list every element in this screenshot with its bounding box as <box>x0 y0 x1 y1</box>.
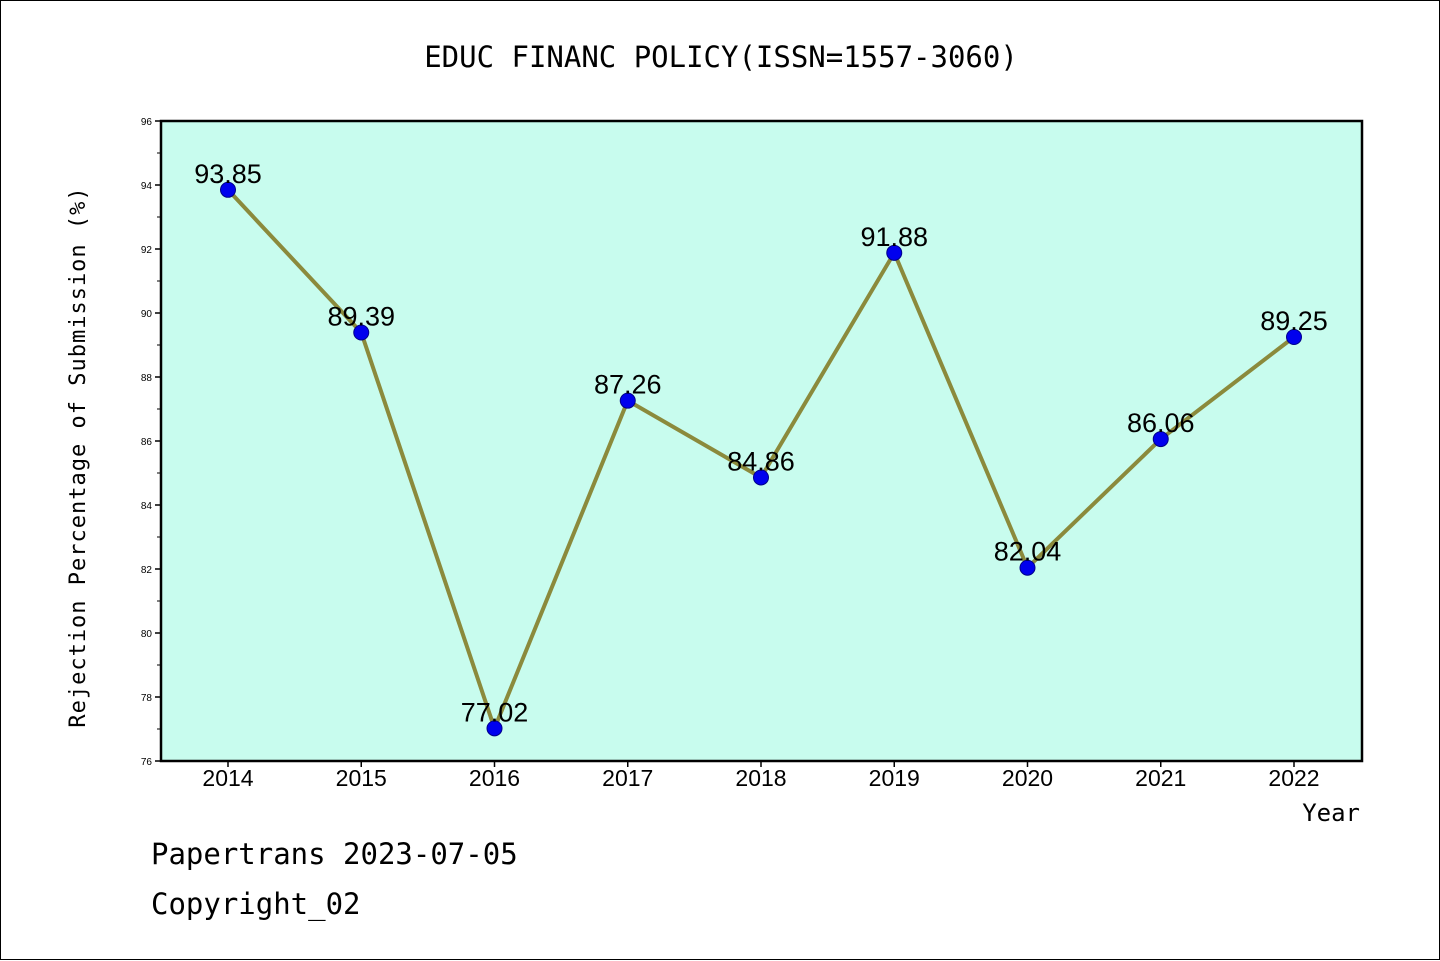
data-label: 89.25 <box>1260 306 1328 336</box>
x-tick-label: 2017 <box>602 765 653 791</box>
y-tick-label: 88 <box>141 373 153 384</box>
x-tick-label: 2016 <box>469 765 520 791</box>
plot-area <box>159 119 1364 763</box>
data-point <box>753 469 769 486</box>
x-tick-label: 2022 <box>1268 765 1319 791</box>
y-tick-label: 80 <box>141 629 153 640</box>
data-label: 84.86 <box>727 446 795 476</box>
data-point <box>353 324 370 341</box>
y-tick-label: 82 <box>141 565 153 576</box>
x-axis: 2014 2015 2016 2017 2018 2019 2020 2021 2022 <box>202 761 1320 791</box>
data-point <box>220 181 236 198</box>
data-label: 93.85 <box>194 159 262 189</box>
markers-group <box>220 181 1302 737</box>
y-tick-label: 90 <box>141 309 153 320</box>
data-point <box>486 720 503 737</box>
x-tick-label: 2021 <box>1135 765 1186 791</box>
footer-date: Papertrans 2023-07-05 <box>151 837 518 871</box>
y-tick-label: 94 <box>141 181 153 192</box>
y-tick-label: 76 <box>141 757 153 768</box>
x-tick-label: 2018 <box>735 765 786 791</box>
data-point <box>1286 329 1302 345</box>
y-tick-label: 86 <box>141 437 153 448</box>
y-tick-label: 84 <box>141 501 153 512</box>
y-tick-label: 78 <box>141 693 153 704</box>
footer-copyright: Copyright_02 <box>151 887 361 921</box>
x-tick-label: 2015 <box>336 765 387 791</box>
data-label: 82.04 <box>994 537 1062 567</box>
x-tick-label: 2019 <box>869 765 920 791</box>
data-label: 91.88 <box>860 222 928 252</box>
y-tick-label: 96 <box>141 117 153 128</box>
data-label: 89.39 <box>327 302 395 332</box>
x-tick-label: 2014 <box>202 765 253 791</box>
y-axis-label: Rejection Percentage of Submission (%) <box>66 186 91 727</box>
data-labels-group: 93.85 89.39 77.02 87.26 84.86 91.88 82.04 86.06… <box>194 159 1328 728</box>
data-point <box>619 392 636 409</box>
data-point <box>886 244 903 261</box>
data-point <box>1152 431 1169 448</box>
y-axis: 76 78 80 82 84 86 88 90 92 94 96 <box>141 117 161 768</box>
x-axis-label: Year <box>1302 799 1360 827</box>
data-label: 87.26 <box>594 370 662 400</box>
chart-title: EDUC FINANC POLICY(ISSN=1557-3060) <box>424 40 1018 74</box>
y-tick-label: 92 <box>141 245 153 256</box>
data-label: 86.06 <box>1127 408 1195 438</box>
data-label: 77.02 <box>461 697 529 727</box>
data-point <box>1019 559 1036 576</box>
x-tick-label: 2020 <box>1002 765 1053 791</box>
